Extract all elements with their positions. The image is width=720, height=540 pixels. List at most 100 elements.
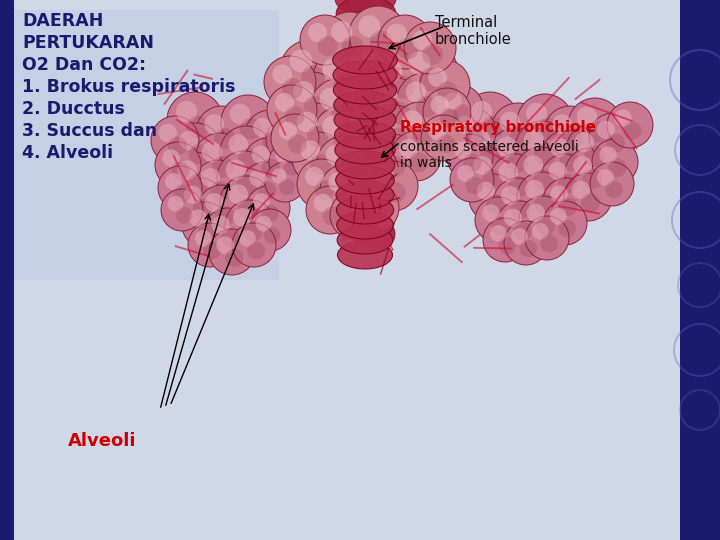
Circle shape	[347, 211, 366, 231]
Circle shape	[349, 6, 407, 64]
Circle shape	[397, 38, 418, 59]
Circle shape	[193, 133, 247, 187]
Circle shape	[491, 217, 510, 235]
Circle shape	[456, 116, 474, 134]
Circle shape	[608, 159, 626, 177]
Circle shape	[256, 215, 271, 232]
Circle shape	[322, 12, 378, 68]
Circle shape	[606, 181, 623, 198]
Ellipse shape	[333, 46, 397, 74]
Circle shape	[475, 197, 521, 243]
Circle shape	[245, 110, 295, 160]
Circle shape	[263, 131, 282, 151]
Circle shape	[462, 92, 518, 148]
Circle shape	[210, 181, 230, 201]
Circle shape	[511, 228, 528, 245]
Circle shape	[351, 47, 374, 71]
Circle shape	[575, 132, 594, 152]
Circle shape	[304, 96, 326, 118]
Circle shape	[532, 223, 549, 240]
Circle shape	[584, 146, 605, 167]
Circle shape	[279, 122, 297, 140]
Circle shape	[482, 204, 500, 222]
Circle shape	[587, 121, 608, 143]
Circle shape	[513, 221, 532, 241]
Circle shape	[228, 134, 248, 154]
Circle shape	[399, 139, 418, 158]
Circle shape	[374, 143, 394, 162]
Circle shape	[264, 56, 316, 108]
Ellipse shape	[336, 151, 395, 179]
Circle shape	[271, 168, 287, 184]
Circle shape	[477, 181, 495, 200]
Circle shape	[323, 115, 344, 137]
Circle shape	[589, 113, 637, 161]
Circle shape	[297, 159, 347, 209]
Circle shape	[420, 60, 470, 110]
Circle shape	[534, 144, 556, 166]
Circle shape	[453, 105, 472, 123]
Circle shape	[359, 192, 377, 210]
Circle shape	[176, 101, 197, 122]
Circle shape	[249, 170, 267, 187]
Circle shape	[338, 199, 356, 217]
Circle shape	[497, 137, 517, 157]
Circle shape	[288, 103, 342, 157]
Circle shape	[317, 136, 371, 190]
Text: 3. Succus dan: 3. Succus dan	[22, 122, 157, 140]
Circle shape	[360, 151, 382, 173]
Circle shape	[592, 139, 638, 185]
Text: O2 Dan CO2:: O2 Dan CO2:	[22, 56, 146, 74]
Circle shape	[405, 82, 426, 102]
Circle shape	[559, 198, 577, 216]
Circle shape	[320, 87, 343, 110]
Ellipse shape	[334, 91, 396, 119]
Circle shape	[507, 151, 528, 173]
Circle shape	[402, 110, 422, 130]
Circle shape	[336, 159, 358, 180]
Ellipse shape	[335, 136, 395, 164]
Circle shape	[230, 104, 250, 124]
Circle shape	[493, 178, 543, 228]
Circle shape	[300, 140, 320, 160]
Circle shape	[368, 161, 418, 211]
Circle shape	[186, 116, 209, 138]
Circle shape	[416, 96, 438, 118]
Circle shape	[363, 63, 387, 88]
Circle shape	[398, 42, 458, 102]
Circle shape	[550, 138, 569, 157]
Circle shape	[559, 151, 580, 171]
Circle shape	[318, 36, 338, 56]
Circle shape	[552, 114, 572, 134]
Circle shape	[177, 160, 197, 180]
Circle shape	[465, 148, 515, 198]
Circle shape	[581, 193, 600, 213]
Circle shape	[203, 242, 221, 259]
Circle shape	[215, 206, 235, 226]
Ellipse shape	[337, 11, 396, 45]
Circle shape	[465, 177, 483, 194]
Circle shape	[599, 146, 617, 164]
Circle shape	[189, 210, 207, 227]
Circle shape	[330, 191, 378, 239]
Circle shape	[188, 223, 232, 267]
Ellipse shape	[334, 106, 396, 134]
Circle shape	[437, 85, 483, 131]
Circle shape	[158, 166, 202, 210]
Circle shape	[371, 51, 429, 109]
Circle shape	[176, 178, 224, 226]
Circle shape	[550, 208, 567, 225]
Circle shape	[265, 162, 305, 202]
Circle shape	[310, 154, 331, 175]
Ellipse shape	[336, 196, 394, 224]
Circle shape	[292, 132, 344, 184]
Circle shape	[341, 128, 395, 182]
Circle shape	[550, 185, 568, 203]
Circle shape	[306, 186, 354, 234]
Ellipse shape	[339, 40, 396, 75]
Circle shape	[597, 120, 615, 139]
Circle shape	[525, 180, 544, 199]
Circle shape	[212, 156, 233, 178]
Circle shape	[543, 178, 589, 224]
Circle shape	[216, 237, 234, 254]
